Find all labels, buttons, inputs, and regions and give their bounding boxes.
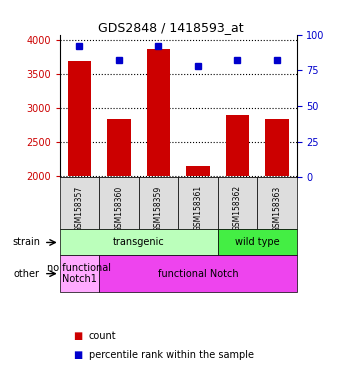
Text: count: count [89,331,116,341]
Bar [60,255,99,292]
Bar [60,230,218,255]
Text: GDS2848 / 1418593_at: GDS2848 / 1418593_at [98,21,243,34]
Text: GSM158359: GSM158359 [154,185,163,232]
Text: functional Notch: functional Notch [158,269,238,279]
Bar [226,115,249,176]
Text: no functional
Notch1: no functional Notch1 [47,263,112,285]
Text: strain: strain [12,237,40,247]
Bar [257,177,297,230]
Text: GSM158361: GSM158361 [193,185,203,232]
Text: percentile rank within the sample: percentile rank within the sample [89,350,254,360]
Text: other: other [14,269,40,279]
Bar [99,255,297,292]
Bar [186,166,210,176]
Bar [68,61,91,176]
Text: ■: ■ [73,331,83,341]
Text: GSM158357: GSM158357 [75,185,84,232]
Bar [265,119,289,176]
Text: GSM158362: GSM158362 [233,185,242,232]
Bar [139,177,178,230]
Text: GSM158363: GSM158363 [272,185,281,232]
Text: wild type: wild type [235,237,280,247]
Text: transgenic: transgenic [113,237,165,247]
Bar [107,119,131,176]
Bar [147,48,170,176]
Text: GSM158360: GSM158360 [115,185,123,232]
Bar [218,177,257,230]
Bar [218,230,297,255]
Bar [99,177,139,230]
Text: ■: ■ [73,350,83,360]
Bar [60,177,99,230]
Bar [178,177,218,230]
